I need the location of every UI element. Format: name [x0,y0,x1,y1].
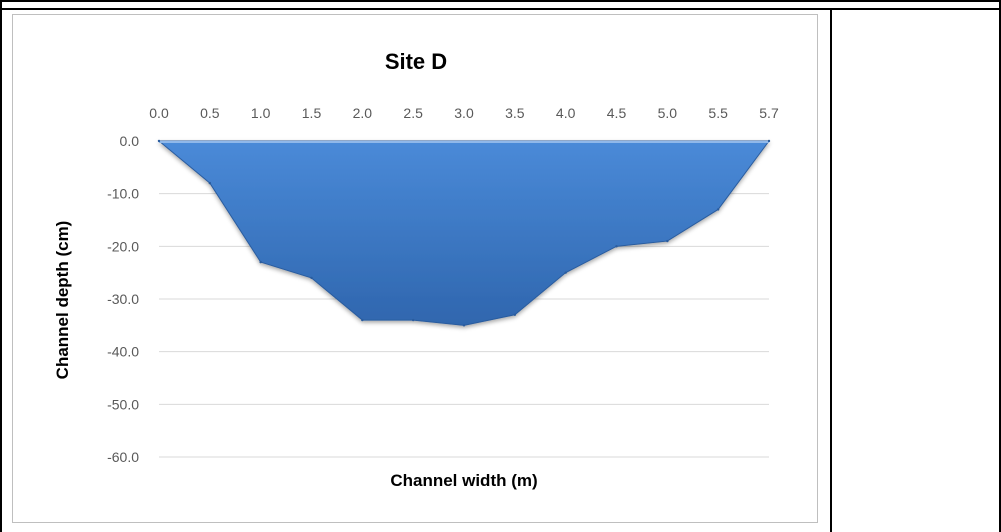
y-tick-label: -30.0 [107,291,139,307]
table-border-top [0,0,1001,2]
x-tick-label: 4.0 [556,105,576,121]
y-tick-label: -60.0 [107,449,139,465]
data-point [716,208,720,211]
data-point [361,318,364,322]
x-tick-label: 2.5 [403,105,423,121]
depth-area [157,140,770,326]
x-axis-label: Channel width (m) [390,471,537,490]
table-column-divider [830,8,832,532]
y-tick-label: -50.0 [107,396,139,412]
x-tick-label: 4.5 [607,105,627,121]
x-tick-label: 5.5 [708,105,728,121]
table-row-divider [0,8,1001,10]
data-point [513,313,517,316]
y-axis-label: Channel depth (cm) [53,221,72,380]
data-point [411,318,415,322]
x-tick-label: 1.0 [251,105,271,121]
x-tick-label: 1.5 [302,105,322,121]
y-tick-label: 0.0 [120,133,140,149]
y-tick-label: -40.0 [107,344,139,360]
data-point [462,324,466,327]
data-point [310,276,313,280]
x-tick-label: 0.0 [149,105,169,121]
data-point [767,139,771,143]
x-tick-label: 0.5 [200,105,220,121]
data-point [208,181,212,185]
x-tick-label: 2.0 [353,105,373,121]
data-point [259,260,262,264]
x-tick-label: 5.7 [759,105,779,121]
y-tick-label: -20.0 [107,238,139,254]
y-tick-label: -10.0 [107,186,139,202]
data-point [564,271,567,274]
data-point [666,239,669,243]
x-tick-label: 3.0 [454,105,474,121]
chart-title: Site D [385,49,447,74]
data-point [157,139,161,143]
x-tick-label: 5.0 [658,105,678,121]
x-tick-label: 3.5 [505,105,525,121]
depth-profile-chart: Site D 0.0 0.5 1.0 1.5 2.0 2.5 3.0 3.5 4.0 4.5 5.0… [53,49,779,490]
data-point [615,245,618,248]
chart-container: Site D 0.0 0.5 1.0 1.5 2.0 2.5 3.0 3.5 4.0 4.5 5.0… [12,14,818,523]
